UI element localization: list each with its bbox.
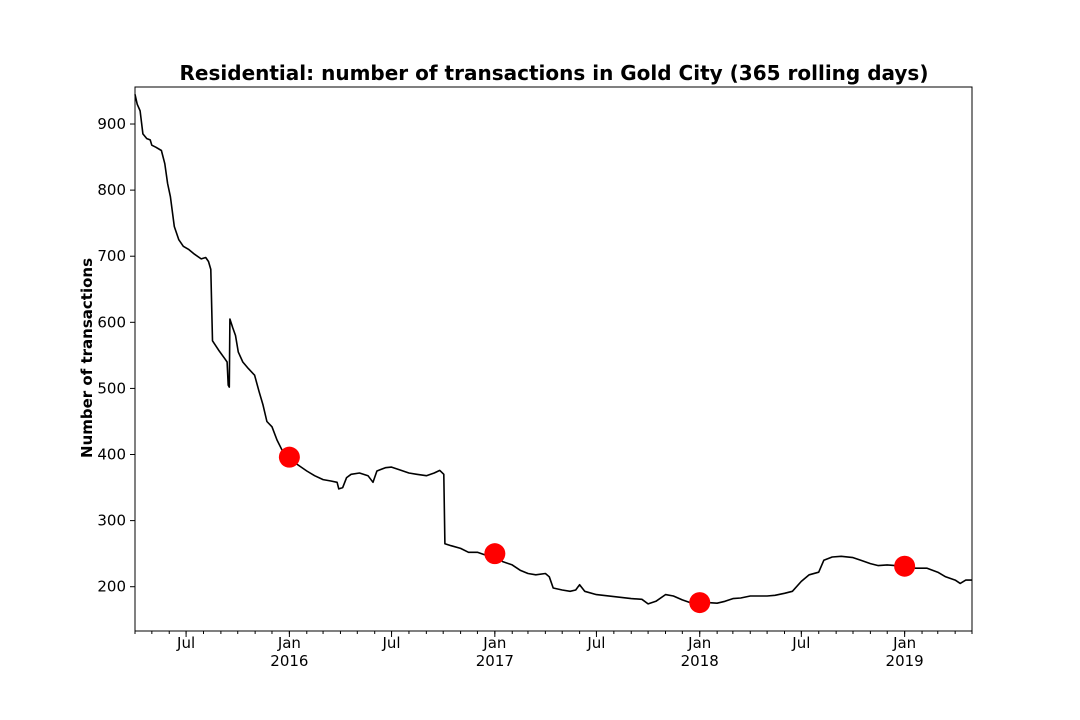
x-tick-label: Jan [482, 634, 506, 652]
x-tick-label: Jul [791, 634, 810, 652]
y-tick-label: 900 [97, 115, 126, 133]
marker-point [484, 543, 506, 565]
x-tick-year-label: 2019 [886, 652, 924, 670]
y-tick-label: 400 [97, 446, 126, 464]
y-tick-label: 600 [97, 313, 126, 331]
plot-frame [134, 86, 973, 632]
y-tick-label: 500 [97, 379, 126, 397]
x-tick-label: Jan [277, 634, 301, 652]
chart-title: Residential: number of transactions in G… [180, 61, 929, 85]
y-tick-label: 200 [97, 578, 126, 596]
x-tick-year-label: 2017 [476, 652, 514, 670]
y-tick-label: 300 [97, 512, 126, 530]
x-tick-label: Jan [892, 634, 916, 652]
marker-point [278, 446, 300, 468]
y-axis-label: Number of transactions [78, 258, 96, 458]
series-line [134, 94, 972, 605]
marker-point [894, 555, 916, 577]
x-tick-label: Jul [586, 634, 605, 652]
x-tick-year-label: 2016 [270, 652, 308, 670]
y-tick-label: 800 [97, 181, 126, 199]
x-tick-label: Jul [176, 634, 195, 652]
x-tick-year-label: 2018 [681, 652, 719, 670]
x-tick-label: Jan [687, 634, 711, 652]
x-tick-label: Jul [381, 634, 400, 652]
y-tick-label: 700 [97, 247, 126, 265]
marker-point [689, 592, 711, 614]
